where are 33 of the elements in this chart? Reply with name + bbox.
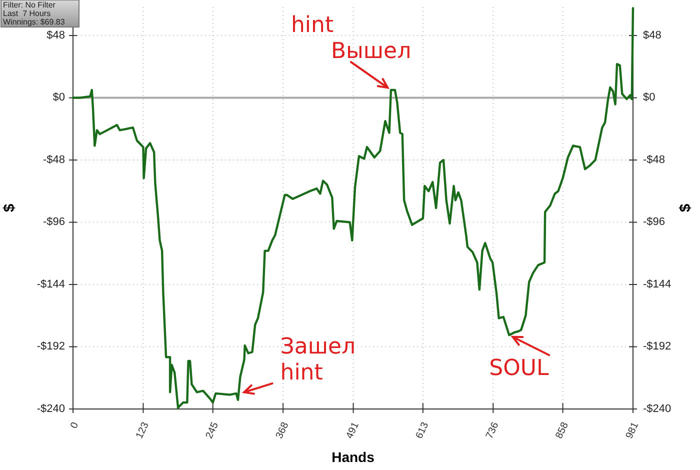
- y2-tick-label: -$144: [643, 278, 672, 290]
- y2-tick-label: $0: [643, 92, 656, 104]
- y-tick-label: -$48: [42, 154, 65, 166]
- y2-axis-title: $: [677, 203, 694, 212]
- y-tick-label: -$192: [36, 340, 65, 353]
- y-tick-label: $0: [52, 92, 65, 104]
- x-tick-label: 123: [134, 420, 152, 441]
- y-tick-label: $48: [46, 29, 65, 42]
- x-tick-label: 613: [414, 420, 432, 441]
- y2-tick-label: -$48: [643, 154, 666, 166]
- y-axis-title: $: [1, 203, 18, 212]
- y2-tick-label: -$240: [643, 402, 672, 415]
- text: Winnings: $69.83: [3, 18, 66, 26]
- x-tick-label: 0: [68, 420, 82, 430]
- line-series: [72, 7, 634, 409]
- x-tick-label: 368: [274, 420, 292, 441]
- y2-tick-label: -$192: [643, 340, 672, 353]
- y2-tick-label: -$96: [643, 216, 666, 228]
- y-tick-label: -$240: [36, 402, 65, 415]
- x-tick-label: 245: [204, 420, 222, 441]
- x-tick-label: 858: [554, 420, 572, 441]
- annotation: hint Вышел: [290, 12, 412, 64]
- text: Last 7 Hours: [3, 9, 51, 18]
- y-tick-label: -$144: [36, 278, 65, 290]
- annotation: SOUL: [489, 356, 550, 382]
- text: Filter: No Filter: [3, 0, 56, 10]
- x-tick-label: 981: [624, 420, 642, 441]
- x-tick-label: 736: [484, 420, 502, 441]
- x-tick-label: 491: [344, 420, 362, 441]
- y-tick-label: -$96: [42, 216, 65, 228]
- y2-tick-label: $48: [643, 29, 662, 42]
- annotation: Зашел hint: [280, 334, 356, 386]
- x-axis-title: Hands: [332, 449, 375, 465]
